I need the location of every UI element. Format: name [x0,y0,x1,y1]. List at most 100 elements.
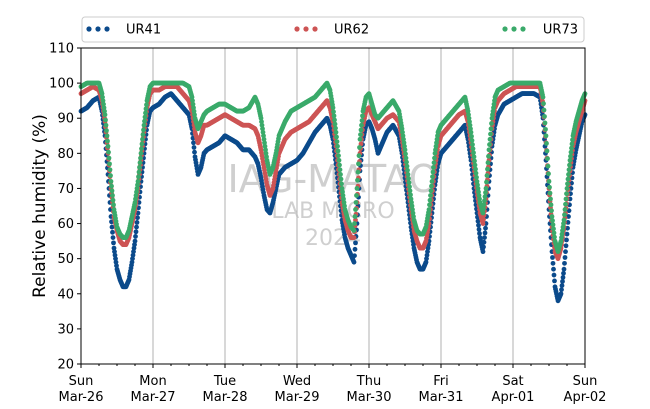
data-point [341,196,346,202]
data-point [550,255,555,260]
data-point [143,110,148,116]
data-point [135,215,140,221]
data-point [471,154,477,160]
data-point [358,127,364,133]
data-point [259,119,264,125]
data-point [352,253,357,259]
data-point [545,156,550,162]
data-point [480,221,486,226]
data-point [261,136,267,142]
data-point [541,101,546,106]
data-point [489,121,494,126]
data-point [471,150,476,156]
data-point [355,177,360,183]
data-point [563,196,569,202]
data-point [407,188,413,194]
data-point [569,141,575,147]
data-point [132,242,137,248]
data-point [469,133,474,139]
data-point [429,179,435,184]
data-point [490,108,496,114]
x-tick-day: Sun [69,374,94,389]
data-point [101,101,106,107]
data-point [466,112,471,118]
legend-marker [294,26,300,32]
data-point [110,193,115,198]
data-point [482,198,487,204]
data-point [106,155,112,161]
x-tick-day: Fri [433,374,449,389]
data-point [476,193,482,198]
data-point [567,157,573,163]
data-point [546,171,551,177]
data-point [137,164,142,170]
data-point [342,203,347,209]
data-point [485,160,491,166]
data-point [107,161,112,167]
data-point [353,207,358,212]
x-tick-date: Mar-29 [275,390,320,405]
data-point [142,114,148,120]
data-point [191,140,196,146]
data-point [559,231,565,237]
data-point [549,208,554,214]
data-point [99,91,105,97]
data-point [431,160,437,166]
data-point [485,166,490,172]
data-point [540,94,546,100]
data-point [563,249,568,255]
legend-marker [520,26,526,32]
data-point [566,167,572,173]
data-point [360,113,365,119]
data-point [473,166,478,172]
data-point [133,234,138,239]
data-point [470,146,476,152]
data-point [338,176,344,182]
data-point [191,145,197,150]
data-point [475,186,481,191]
data-point [353,240,358,246]
data-point [545,163,551,169]
y-tick-label: 50 [57,252,74,267]
data-point [336,157,342,163]
data-point [110,235,116,241]
data-point [486,147,492,153]
x-tick-date: Apr-02 [564,390,607,405]
data-point [434,140,439,146]
data-point [134,189,139,195]
data-point [474,179,480,184]
data-point [433,143,439,149]
data-point [466,115,472,121]
data-point [435,133,440,139]
data-point [399,126,405,132]
x-axis: SunMar-26MonMar-27TueMar-28WedMar-29ThuM… [59,364,607,405]
data-point [410,207,415,212]
data-point [400,129,405,135]
data-point [564,186,570,191]
data-point [137,160,143,166]
data-point [104,128,109,133]
y-tick-label: 30 [57,322,74,337]
data-point [468,129,474,135]
data-point [547,190,553,196]
legend-marker [511,26,517,32]
data-point [551,266,556,272]
data-point [140,132,146,138]
legend-marker [86,26,92,32]
data-point [424,256,429,262]
data-point [558,291,564,297]
data-point [129,259,135,265]
data-point [100,94,105,100]
x-tick-day: Wed [283,374,311,389]
legend-label: UR62 [334,23,369,38]
data-point [404,159,409,165]
data-point [352,221,357,226]
data-point [358,132,363,138]
data-point [189,94,195,100]
data-point [561,266,567,272]
data-point [476,189,481,195]
y-tick-label: 60 [57,217,74,232]
data-point [487,136,493,142]
data-point [481,206,486,212]
